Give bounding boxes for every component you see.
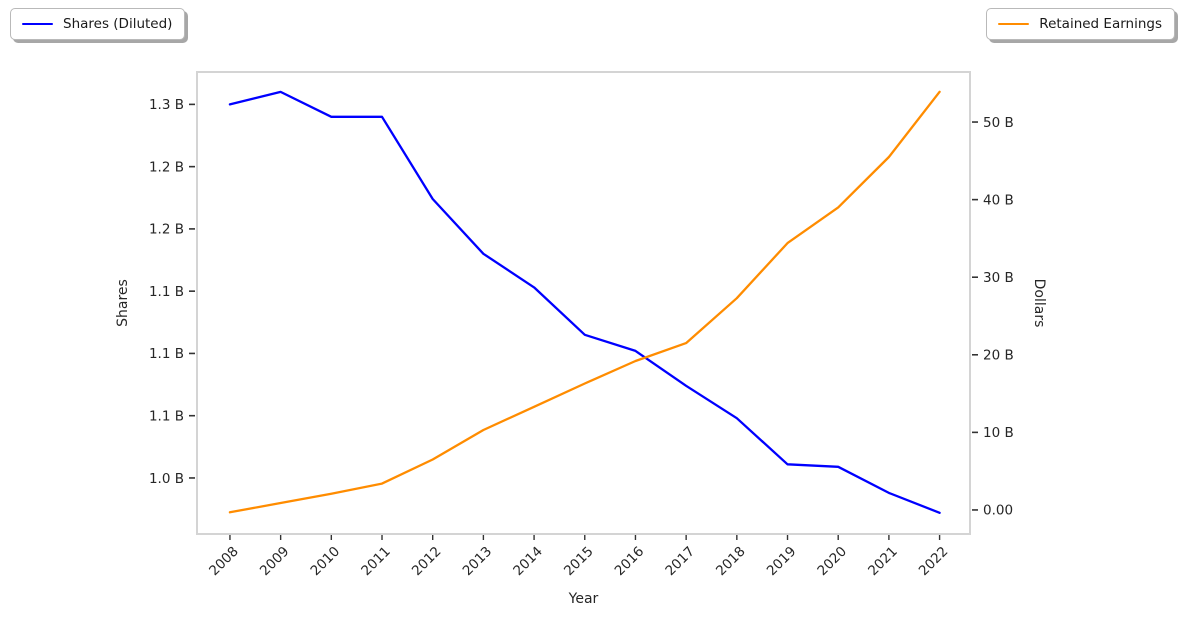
left-axis-tick-label: 1.0 B: [149, 471, 184, 487]
left-axis-title: Shares: [115, 279, 131, 327]
retained-earnings-line: [228, 90, 941, 514]
right-axis-title: Dollars: [1031, 279, 1047, 328]
x-axis-tick-label: 2014: [510, 544, 546, 580]
x-axis-tick-label: 2009: [257, 544, 293, 580]
retained-earnings-line-swatch: [998, 22, 1030, 26]
legend-retained-earnings-label: Retained Earnings: [1039, 16, 1162, 32]
x-axis-tick-label: 2021: [865, 544, 901, 580]
x-axis-tick-label: 2017: [662, 544, 698, 580]
right-axis-tick-label: 50 B: [983, 115, 1014, 131]
x-axis-tick-label: 2015: [561, 544, 597, 580]
x-axis-tick-label: 2012: [409, 544, 445, 580]
right-axis-tick-label: 30 B: [983, 270, 1014, 286]
legend-shares-label: Shares (Diluted): [63, 16, 173, 32]
x-axis-tick-label: 2016: [612, 544, 648, 580]
legend-retained-earnings: Retained Earnings: [986, 8, 1175, 40]
x-axis-tick-label: 2019: [764, 544, 800, 580]
x-axis-tick-label: 2013: [460, 544, 496, 580]
right-axis-tick-label: 10 B: [983, 425, 1014, 441]
right-axis-tick-label: 20 B: [983, 348, 1014, 364]
left-axis-tick-label: 1.3 B: [149, 97, 184, 113]
x-axis-tick-label: 2020: [814, 544, 850, 580]
x-axis-tick-label: 2008: [206, 544, 242, 580]
plot-border: [196, 71, 971, 535]
x-axis-tick-label: 2011: [358, 544, 394, 580]
left-axis-tick-label: 1.2 B: [149, 222, 184, 238]
x-axis-tick-label: 2018: [713, 544, 749, 580]
left-axis-tick-label: 1.1 B: [149, 284, 184, 300]
x-axis-title: Year: [568, 591, 599, 607]
left-axis-tick-label: 1.2 B: [149, 159, 184, 175]
shares-line: [228, 90, 941, 514]
left-axis-tick-label: 1.1 B: [149, 346, 184, 362]
right-axis-tick-label: 0.00: [983, 503, 1013, 519]
x-axis-tick-label: 2022: [916, 544, 952, 580]
legend-shares: Shares (Diluted): [10, 8, 186, 40]
shares-line-swatch: [22, 22, 53, 26]
left-axis-tick-label: 1.1 B: [149, 408, 184, 424]
right-axis-tick-label: 40 B: [983, 192, 1014, 208]
x-axis-tick-label: 2010: [308, 544, 344, 580]
